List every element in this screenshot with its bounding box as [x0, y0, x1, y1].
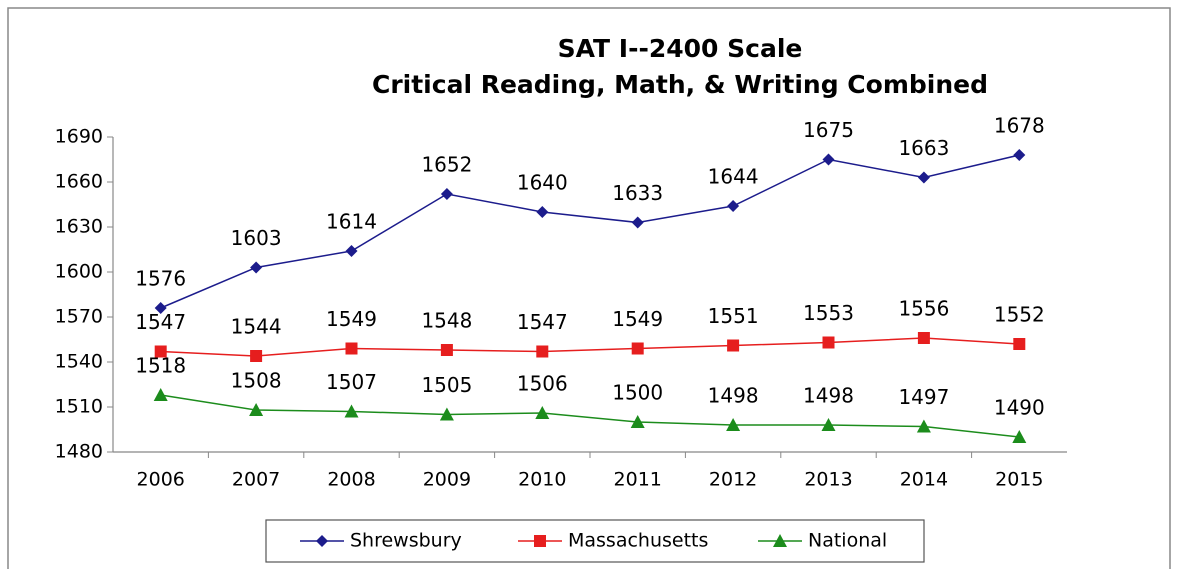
point-marker [1012, 430, 1027, 443]
data-label: 1678 [994, 114, 1045, 138]
x-tick-label: 2014 [900, 469, 948, 491]
point-marker [630, 415, 645, 428]
point-marker [536, 345, 549, 358]
y-tick-label: 1660 [55, 171, 103, 193]
series-line [160, 154, 1020, 309]
point-marker [727, 339, 740, 352]
legend-label: National [808, 530, 887, 552]
data-label: 1490 [994, 396, 1045, 420]
x-tick-label: 2010 [518, 469, 566, 491]
y-tick-label: 1480 [55, 441, 103, 463]
point-marker [821, 418, 836, 431]
data-label: 1652 [421, 153, 472, 177]
x-tick-label: 2008 [327, 469, 375, 491]
point-marker [631, 216, 644, 229]
data-label: 1544 [231, 315, 282, 339]
data-label: 1551 [708, 304, 759, 328]
data-label: 1603 [231, 226, 282, 250]
data-label: 1548 [421, 309, 472, 333]
data-label: 1553 [803, 301, 854, 325]
data-label: 1552 [994, 303, 1045, 327]
point-marker [154, 345, 167, 358]
series-line [160, 337, 1020, 357]
point-marker [726, 418, 741, 431]
point-marker [344, 404, 359, 418]
point-marker [440, 344, 453, 356]
x-tick-label: 2011 [614, 469, 662, 491]
data-label: 1675 [803, 118, 854, 142]
point-marker [249, 403, 264, 416]
x-tick-label: 2012 [709, 469, 757, 491]
point-marker [439, 407, 454, 421]
point-marker [727, 200, 740, 212]
point-marker [345, 342, 358, 355]
x-tick-label: 2007 [232, 469, 280, 491]
data-label: 1518 [135, 354, 186, 378]
point-marker [440, 188, 453, 200]
data-label: 1549 [612, 307, 663, 331]
data-label: 1506 [517, 372, 568, 396]
data-label: 1508 [231, 369, 282, 393]
point-marker [916, 419, 931, 433]
legend-marker [316, 535, 328, 547]
y-tick-label: 1510 [55, 396, 103, 418]
data-label: 1549 [326, 307, 377, 331]
chart-subtitle: Critical Reading, Math, & Writing Combin… [372, 70, 988, 99]
point-marker [1013, 338, 1026, 350]
data-label: 1556 [898, 297, 949, 321]
legend-box [265, 519, 925, 563]
point-marker [536, 206, 549, 218]
data-label: 1640 [517, 171, 568, 195]
y-tick-label: 1540 [55, 351, 103, 373]
data-label: 1498 [708, 384, 759, 408]
point-marker [822, 153, 835, 166]
point-marker [154, 302, 167, 314]
point-marker [345, 245, 358, 257]
legend-marker [773, 534, 787, 547]
data-label: 1500 [612, 381, 663, 405]
data-label: 1505 [421, 373, 472, 397]
point-marker [153, 388, 168, 401]
point-marker [631, 342, 644, 355]
data-label: 1547 [135, 310, 186, 334]
y-tick-label: 1630 [55, 216, 103, 238]
y-tick-label: 1570 [55, 306, 103, 328]
data-label: 1547 [517, 310, 568, 334]
x-tick-label: 2006 [137, 469, 185, 491]
point-marker [535, 406, 550, 419]
y-tick-label: 1600 [55, 261, 103, 283]
point-marker [250, 350, 263, 362]
point-marker [1013, 149, 1026, 161]
data-label: 1498 [803, 384, 854, 408]
data-label: 1507 [326, 370, 377, 394]
data-label: 1497 [898, 385, 949, 409]
x-tick-label: 2013 [804, 469, 852, 491]
point-marker [917, 171, 930, 184]
legend-label: Massachusetts [568, 530, 708, 552]
chart-border [7, 7, 1171, 569]
y-tick-label: 1690 [55, 126, 103, 148]
series-line [160, 394, 1020, 438]
data-label: 1663 [898, 136, 949, 160]
x-tick-label: 2015 [995, 469, 1043, 491]
data-label: 1633 [612, 181, 663, 205]
legend-marker [534, 535, 546, 547]
point-marker [250, 261, 263, 274]
data-label: 1576 [135, 267, 186, 291]
data-label: 1644 [708, 165, 759, 189]
point-marker [822, 336, 835, 349]
x-tick-label: 2009 [423, 469, 471, 491]
legend-label: Shrewsbury [350, 530, 462, 552]
point-marker [917, 332, 930, 344]
data-label: 1614 [326, 210, 377, 234]
chart-title: SAT I--2400 Scale [558, 34, 803, 63]
